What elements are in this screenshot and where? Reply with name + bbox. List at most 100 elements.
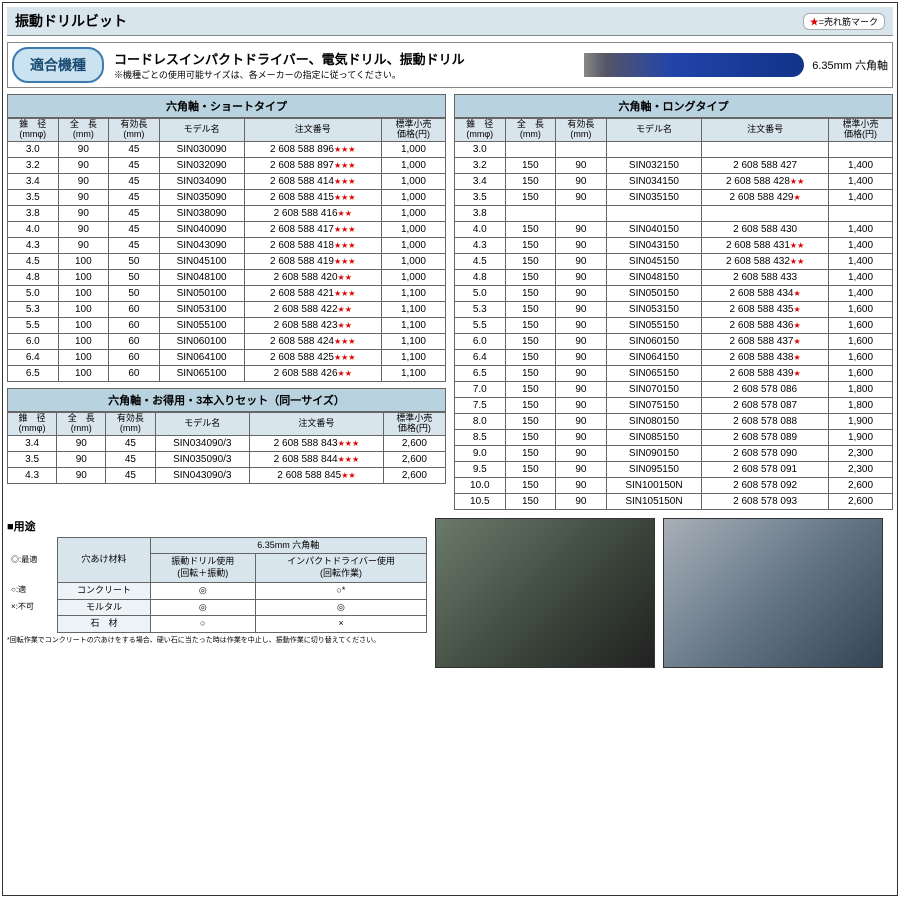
usage-heading: ■用途 [7, 518, 427, 534]
table-row: 6.510060SIN0651002 608 588 426★★1,100 [8, 365, 446, 381]
cell-dia: 5.3 [455, 301, 506, 317]
col-len: 全 長(mm) [57, 412, 106, 435]
cell-len: 150 [505, 221, 556, 237]
col-order: 注文番号 [244, 119, 381, 142]
main-tables-grid: 六角軸・ショートタイプ 錐 径(mmφ) 全 長(mm) 有効長(mm) モデル… [7, 94, 893, 510]
cell-dia: 6.0 [455, 333, 506, 349]
cell-order: 2 608 588 427 [702, 157, 829, 173]
col-eff: 有効長(mm) [556, 119, 607, 142]
cell-dia: 4.3 [455, 237, 506, 253]
cell-eff: 45 [109, 157, 160, 173]
cell-price: 2,300 [829, 461, 893, 477]
cell-price: 1,600 [829, 365, 893, 381]
cell-order: 2 608 588 421★★★ [244, 285, 381, 301]
cell-len: 90 [58, 157, 109, 173]
bestseller-stars: ★ [794, 321, 801, 330]
bestseller-stars: ★★★ [338, 455, 360, 464]
cell-order: 2 608 578 086 [702, 381, 829, 397]
cell-model: SIN040090 [159, 221, 244, 237]
left-column: 六角軸・ショートタイプ 錐 径(mmφ) 全 長(mm) 有効長(mm) モデル… [7, 94, 446, 510]
cell-len: 150 [505, 189, 556, 205]
cell-eff [556, 141, 607, 157]
col-model: モデル名 [155, 412, 250, 435]
cell-dia: 5.5 [8, 317, 59, 333]
short-table-title: 六角軸・ショートタイプ [7, 94, 446, 118]
bestseller-stars: ★★★ [334, 145, 356, 154]
cell-model: SIN030090 [159, 141, 244, 157]
cell-dia: 6.4 [8, 349, 59, 365]
set-table: 錐 径(mmφ) 全 長(mm) 有効長(mm) モデル名 注文番号 標準小売価… [7, 412, 446, 484]
cell-dia: 3.8 [8, 205, 59, 221]
col-eff: 有効長(mm) [109, 119, 160, 142]
cell-len: 100 [58, 269, 109, 285]
cell-eff: 60 [109, 333, 160, 349]
table-row: 4.015090SIN0401502 608 588 4301,400 [455, 221, 893, 237]
cell-price: 1,000 [381, 141, 445, 157]
table-row: 4.39045SIN0430902 608 588 418★★★1,000 [8, 237, 446, 253]
cell-order: 2 608 588 434★ [702, 285, 829, 301]
cell-len: 90 [58, 221, 109, 237]
cell-len: 150 [505, 461, 556, 477]
cell-len: 90 [58, 141, 109, 157]
table-row: 4.515090SIN0451502 608 588 432★★1,400 [455, 253, 893, 269]
cell-dia: 8.0 [455, 413, 506, 429]
cell-price: 1,000 [381, 269, 445, 285]
cell-order: 2 608 588 843★★★ [250, 435, 384, 451]
table-row: 4.09045SIN0400902 608 588 417★★★1,000 [8, 221, 446, 237]
bestseller-stars: ★★ [341, 471, 355, 480]
cell-model: SIN038090 [159, 205, 244, 221]
table-row: 3.09045SIN0300902 608 588 896★★★1,000 [8, 141, 446, 157]
cell-eff: 90 [556, 301, 607, 317]
set-table-title: 六角軸・お得用・3本入りセット（同一サイズ） [7, 388, 446, 412]
usage-vib: ○ [150, 616, 255, 633]
cell-dia: 4.0 [8, 221, 59, 237]
usage-row: 石 材○× [7, 616, 427, 633]
usage-imp: ○* [255, 582, 426, 599]
cell-price: 1,000 [381, 253, 445, 269]
compat-headline: コードレスインパクトドライバー、電気ドリル、振動ドリル [114, 49, 465, 68]
cell-price: 2,600 [383, 467, 445, 483]
cell-price: 1,600 [829, 301, 893, 317]
cell-model: SIN034090 [159, 173, 244, 189]
cell-model: SIN095150 [606, 461, 702, 477]
bestseller-stars: ★ [794, 369, 801, 378]
cell-price: 2,600 [383, 451, 445, 467]
table-row: 3.89045SIN0380902 608 588 416★★1,000 [8, 205, 446, 221]
cell-eff: 60 [109, 301, 160, 317]
table-row: 8.015090SIN0801502 608 578 0881,900 [455, 413, 893, 429]
cell-model: SIN075150 [606, 397, 702, 413]
right-column: 六角軸・ロングタイプ 錐 径(mmφ) 全 長(mm) 有効長(mm) モデル名… [454, 94, 893, 510]
long-table-block: 六角軸・ロングタイプ 錐 径(mmφ) 全 長(mm) 有効長(mm) モデル名… [454, 94, 893, 510]
cell-dia: 3.4 [8, 435, 57, 451]
cell-price: 1,600 [829, 333, 893, 349]
usage-row: ×:不可モルタル◎◎ [7, 599, 427, 616]
bestseller-stars: ★★★ [334, 337, 356, 346]
cell-dia: 9.5 [455, 461, 506, 477]
cell-price: 2,600 [829, 493, 893, 509]
cell-order: 2 608 578 091 [702, 461, 829, 477]
drill-label: 6.35mm 六角軸 [812, 57, 888, 73]
cell-eff: 90 [556, 445, 607, 461]
table-row: 4.315090SIN0431502 608 588 431★★1,400 [455, 237, 893, 253]
cell-eff: 45 [109, 237, 160, 253]
cell-dia: 5.5 [455, 317, 506, 333]
cell-price: 1,400 [829, 269, 893, 285]
table-row: 10.015090SIN100150N2 608 578 0922,600 [455, 477, 893, 493]
cell-order: 2 608 588 416★★ [244, 205, 381, 221]
cell-order: 2 608 588 414★★★ [244, 173, 381, 189]
cell-model: SIN043090 [159, 237, 244, 253]
cell-price [829, 141, 893, 157]
usage-vib: ◎ [150, 599, 255, 616]
long-table: 錐 径(mmφ) 全 長(mm) 有効長(mm) モデル名 注文番号 標準小売価… [454, 118, 893, 510]
table-row: 6.415090SIN0641502 608 588 438★1,600 [455, 349, 893, 365]
compatibility-box: 適合機種 コードレスインパクトドライバー、電気ドリル、振動ドリル ※機種ごとの使… [7, 42, 893, 88]
cell-dia: 4.3 [8, 237, 59, 253]
cell-dia: 5.0 [8, 285, 59, 301]
cell-order: 2 608 588 435★ [702, 301, 829, 317]
bestseller-stars: ★ [794, 193, 801, 202]
cell-eff: 90 [556, 413, 607, 429]
sym-best: ◎:最適 [7, 537, 58, 582]
col-order: 注文番号 [702, 119, 829, 142]
cell-dia: 6.5 [455, 365, 506, 381]
table-row: 5.510060SIN0551002 608 588 423★★1,100 [8, 317, 446, 333]
